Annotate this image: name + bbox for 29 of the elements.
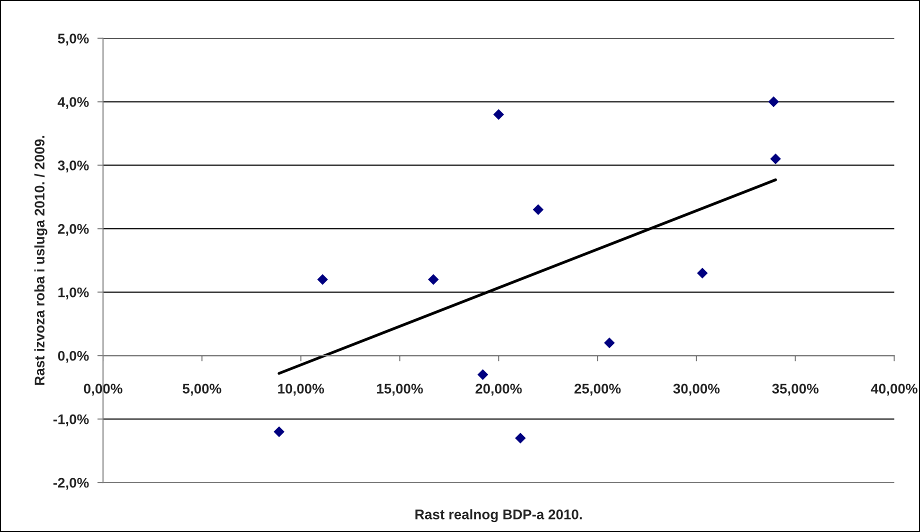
point xyxy=(477,369,488,380)
point xyxy=(274,426,284,438)
x-axis-title: Rast realnog BDP-a 2010. xyxy=(415,509,582,522)
x-tick-label: 35,00% xyxy=(772,384,819,396)
point xyxy=(532,204,544,216)
x-tick-label: 40,00% xyxy=(870,384,918,396)
x-tick-label: 30,00% xyxy=(673,384,720,396)
point xyxy=(770,154,781,164)
y-tick-label: 3,0% xyxy=(58,160,89,172)
y-tick-label: -1,0% xyxy=(53,414,89,426)
x-tick-label: 25,00% xyxy=(574,384,621,396)
y-tick-label: -2,0% xyxy=(53,478,89,490)
point xyxy=(696,268,708,278)
point xyxy=(604,338,615,348)
x-tick-label: 5,00% xyxy=(182,384,222,396)
y-tick-label: 0,0% xyxy=(58,350,89,363)
y-axis-title: Rast izvoza roba i usluga 2010. / 2009. xyxy=(34,136,48,385)
x-tick-label: 15,00% xyxy=(377,384,423,396)
point xyxy=(428,274,439,285)
x-tick-label: 10,00% xyxy=(278,384,324,396)
x-tick-label: 20,00% xyxy=(476,384,522,396)
y-tick-label: 4,0% xyxy=(58,97,89,109)
y-tick-label: 1,0% xyxy=(58,287,89,300)
y-tick-label: 5,0% xyxy=(58,34,89,46)
point xyxy=(493,109,504,120)
y-tick-label: 2,0% xyxy=(58,224,89,236)
point xyxy=(317,274,328,285)
point xyxy=(515,432,526,444)
point xyxy=(768,96,779,108)
